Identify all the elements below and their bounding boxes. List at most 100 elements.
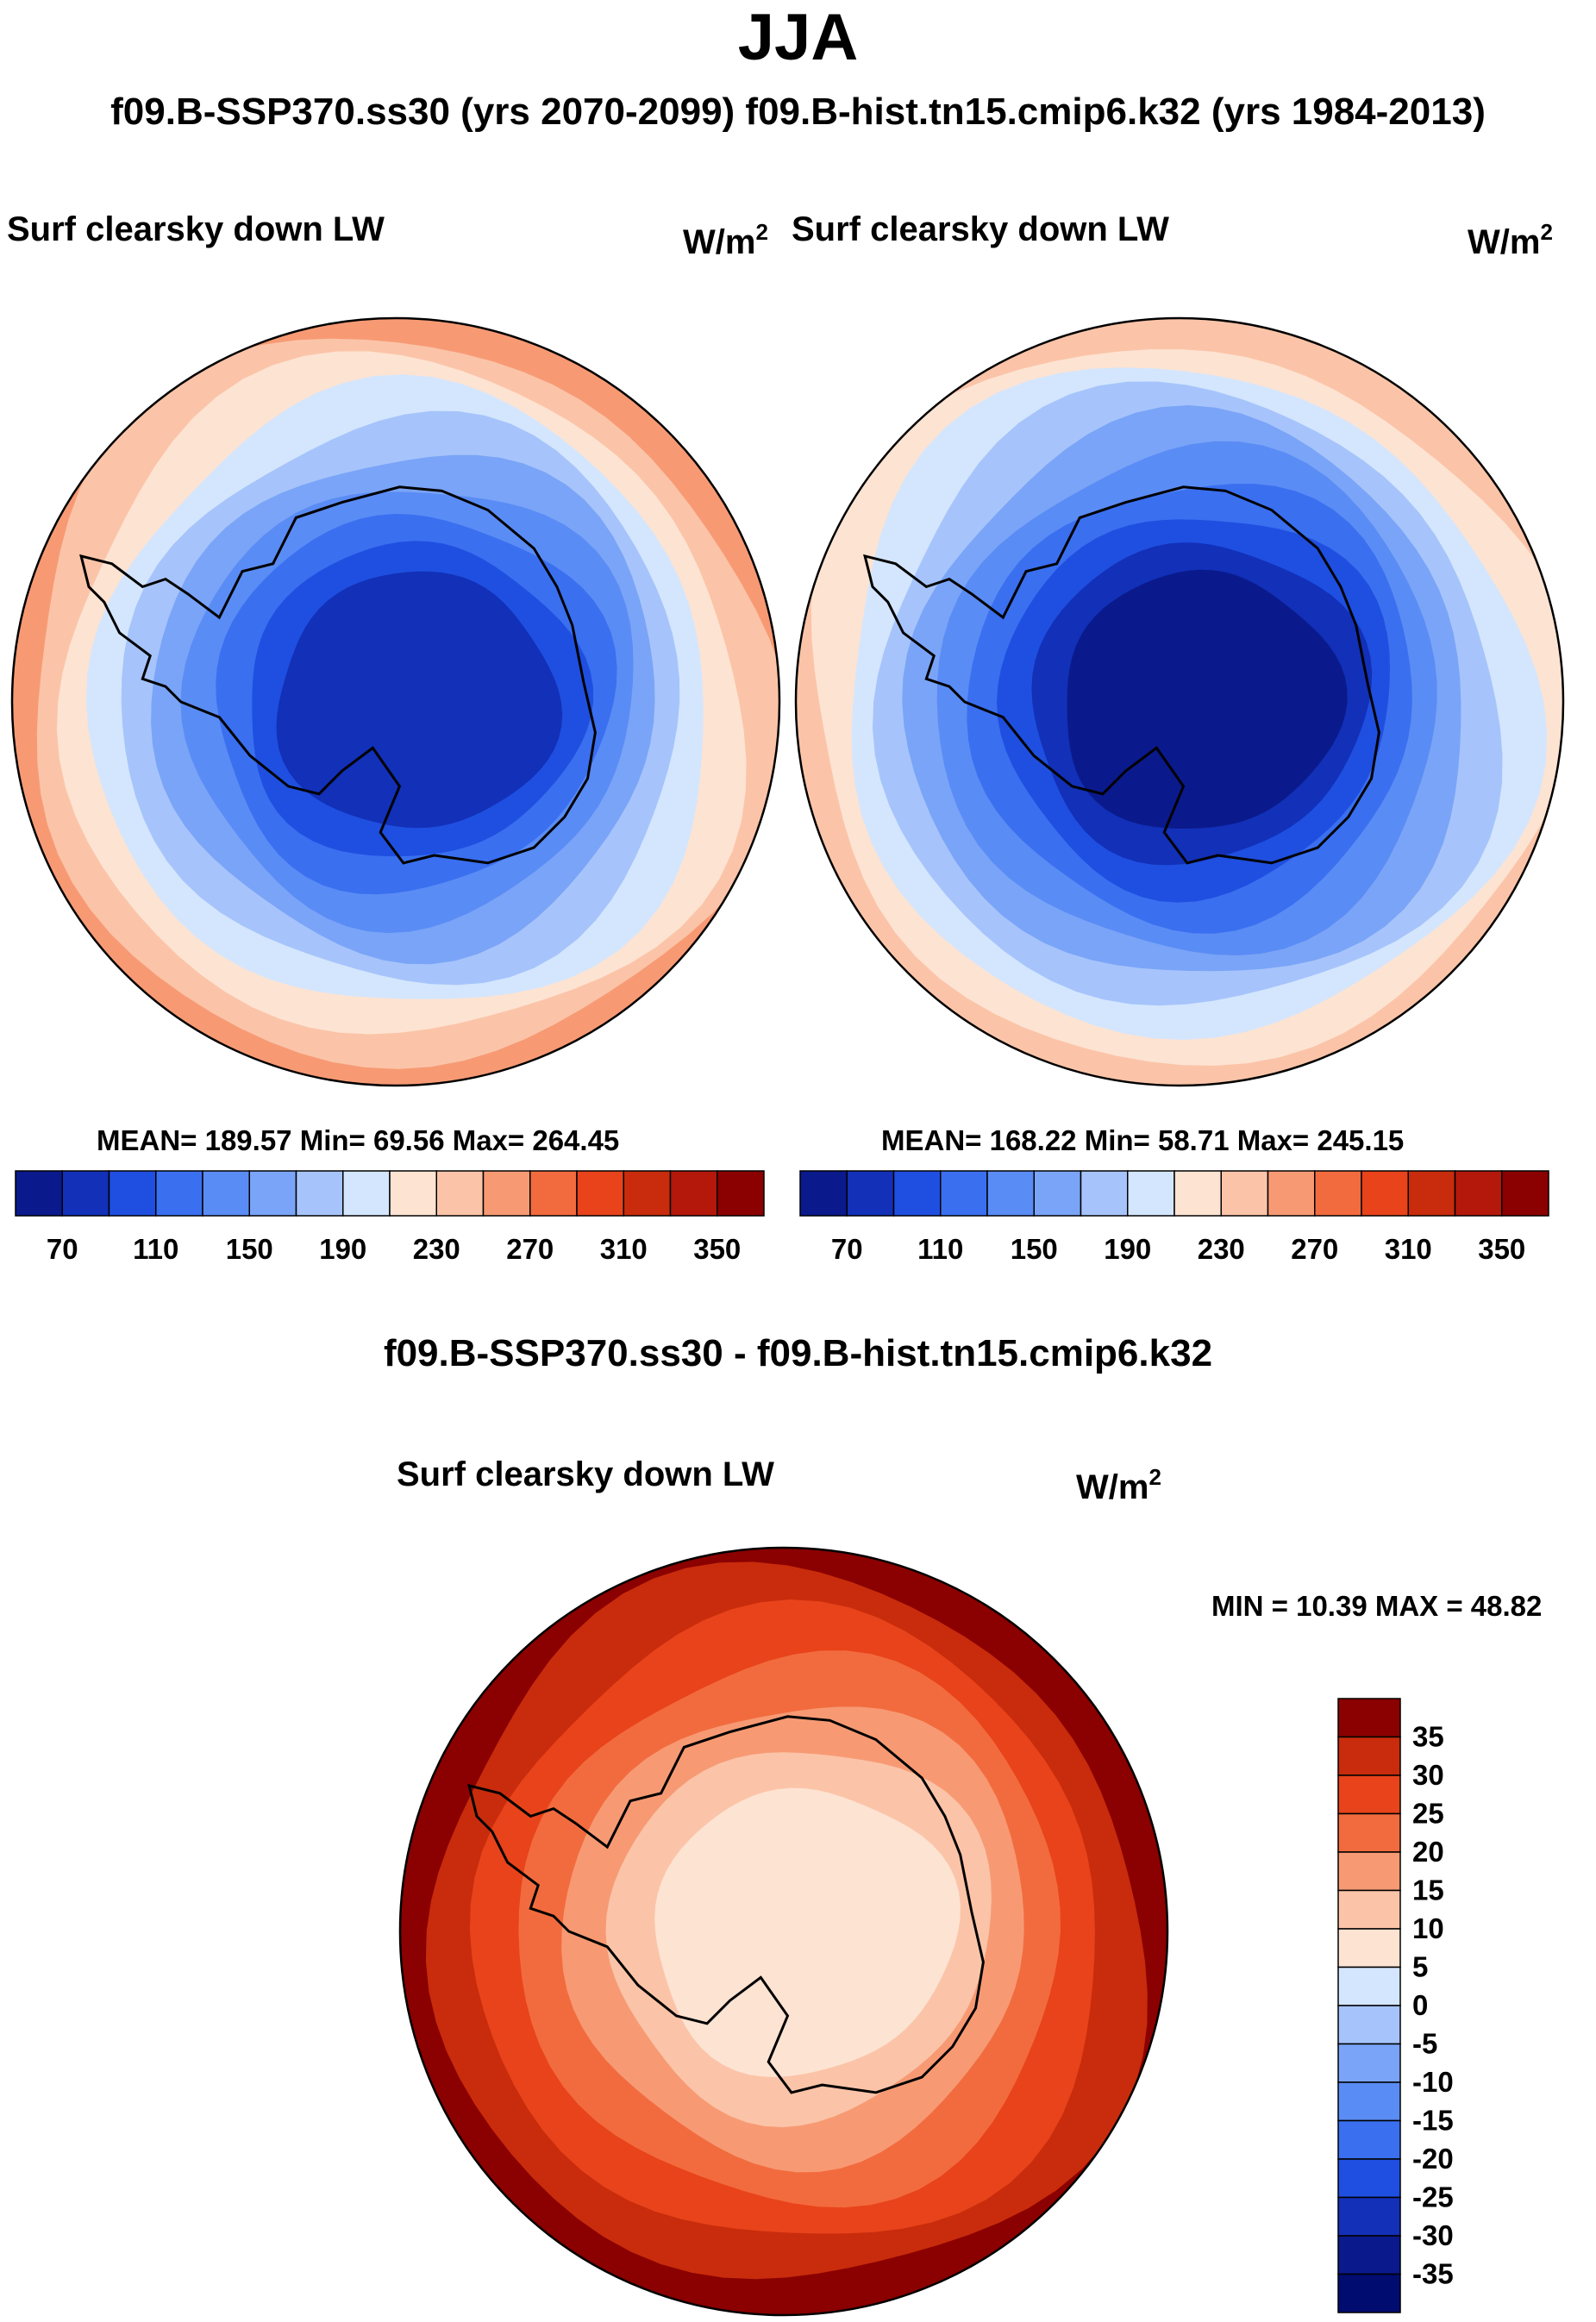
diff-colorbar-box-7 xyxy=(1337,1966,1401,2006)
left-colorbar-box-5 xyxy=(248,1170,297,1217)
left-panel-units: W/m2 xyxy=(683,219,768,261)
left-colorbar-box-14 xyxy=(669,1170,718,1217)
left-tick-label: 110 xyxy=(133,1233,178,1265)
diff-colorbar-box-8 xyxy=(1337,2005,1401,2045)
diff-colorbar-box-6 xyxy=(1337,1928,1401,1968)
diff-panel-units: W/m2 xyxy=(1076,1464,1161,1506)
case-subtitle: f09.B-SSP370.ss30 (yrs 2070-2099) f09.B-… xyxy=(110,91,1486,133)
difference-subtitle: f09.B-SSP370.ss30 - f09.B-hist.tn15.cmip… xyxy=(383,1332,1213,1374)
left-map-border xyxy=(10,316,781,1087)
right-tick-label: 110 xyxy=(917,1233,963,1265)
left-colorbar-box-0 xyxy=(15,1170,63,1217)
diff-colorbar-box-12 xyxy=(1337,2158,1401,2199)
left-band-0 xyxy=(276,571,563,829)
left-tick-label: 310 xyxy=(600,1233,648,1265)
right-colorbar-box-3 xyxy=(940,1170,988,1217)
right-continent-outline xyxy=(863,485,1380,865)
right-panel-stats: MEAN= 168.22 Min= 58.71 Max= 245.15 xyxy=(881,1124,1405,1156)
left-contour-fill xyxy=(12,318,779,1086)
left-colorbar-box-9 xyxy=(435,1170,485,1217)
right-tick-label: 150 xyxy=(1011,1233,1058,1265)
diff-contour-fill xyxy=(400,1548,1167,2315)
diff-tick-label: 20 xyxy=(1412,1836,1444,1868)
diff-tick-label: -20 xyxy=(1412,2143,1454,2175)
left-colorbar-box-3 xyxy=(155,1170,203,1217)
left-colorbar-box-4 xyxy=(202,1170,250,1217)
diff-continent-outline xyxy=(467,1715,985,2094)
right-colorbar: 70 110 150 190 230 270 310 350 xyxy=(799,1170,1549,1265)
left-colorbar-box-12 xyxy=(576,1170,624,1217)
left-colorbar-box-6 xyxy=(295,1170,344,1217)
left-continent-outline xyxy=(79,485,597,865)
right-colorbar-box-9 xyxy=(1220,1170,1269,1217)
right-panel-units: W/m2 xyxy=(1468,219,1553,261)
left-map-group xyxy=(10,316,781,1087)
diff-panel-title: Surf clearsky down LW xyxy=(397,1455,774,1493)
right-tick-label: 310 xyxy=(1385,1233,1432,1265)
diff-tick-label: 25 xyxy=(1412,1798,1444,1830)
diff-map-border xyxy=(398,1546,1169,2317)
diff-colorbar: 35 30 25 20 15 10 5 0 -5 -10 -15 -20 -25 -30 -35 xyxy=(1337,1698,1454,2313)
left-colorbar-box-1 xyxy=(61,1170,110,1217)
right-colorbar-box-12 xyxy=(1361,1170,1409,1217)
left-tick-label: 190 xyxy=(319,1233,366,1265)
left-tick-label: 150 xyxy=(226,1233,273,1265)
diff-tick-label: 0 xyxy=(1412,1989,1428,2021)
right-tick-label: 230 xyxy=(1198,1233,1245,1265)
right-map-border xyxy=(794,316,1565,1087)
diff-band-0 xyxy=(654,1787,961,2077)
right-tick-label: 190 xyxy=(1104,1233,1151,1265)
main-title: JJA xyxy=(737,1,859,74)
left-panel-stats: MEAN= 189.57 Min= 69.56 Max= 264.45 xyxy=(97,1124,620,1156)
diff-colorbar-box-11 xyxy=(1337,2119,1401,2160)
right-colorbar-box-0 xyxy=(799,1170,848,1217)
right-tick-label: 350 xyxy=(1478,1233,1525,1265)
right-colorbar-box-1 xyxy=(846,1170,895,1217)
left-tick-label: 230 xyxy=(413,1233,460,1265)
diff-tick-label: 15 xyxy=(1412,1874,1444,1906)
left-colorbar-box-8 xyxy=(389,1170,437,1217)
right-map-group xyxy=(794,316,1565,1087)
diff-tick-label: 10 xyxy=(1412,1912,1444,1944)
right-colorbar-box-14 xyxy=(1454,1170,1503,1217)
left-colorbar-box-15 xyxy=(717,1170,765,1217)
diff-colorbar-box-0 xyxy=(1337,1698,1401,1738)
right-colorbar-box-7 xyxy=(1127,1170,1175,1217)
diff-tick-label: -35 xyxy=(1412,2258,1454,2290)
diff-colorbar-box-14 xyxy=(1337,2235,1401,2275)
diff-tick-label: -15 xyxy=(1412,2105,1454,2137)
diff-tick-label: -30 xyxy=(1412,2219,1454,2251)
right-tick-label: 270 xyxy=(1291,1233,1338,1265)
right-colorbar-box-8 xyxy=(1174,1170,1222,1217)
diff-colorbar-box-13 xyxy=(1337,2196,1401,2237)
diff-colorbar-box-9 xyxy=(1337,2043,1401,2083)
diff-colorbar-box-3 xyxy=(1337,1812,1401,1853)
left-colorbar: 70 110 150 190 230 270 310 350 xyxy=(15,1170,765,1265)
diff-tick-label: 5 xyxy=(1412,1951,1428,1983)
left-colorbar-box-2 xyxy=(108,1170,157,1217)
right-contour-fill xyxy=(796,318,1563,1086)
right-colorbar-box-5 xyxy=(1033,1170,1082,1217)
right-colorbar-box-10 xyxy=(1267,1170,1316,1217)
left-colorbar-box-7 xyxy=(342,1170,391,1217)
diff-colorbar-box-2 xyxy=(1337,1774,1401,1815)
right-panel-title: Surf clearsky down LW xyxy=(792,210,1169,248)
diff-tick-label: -25 xyxy=(1412,2181,1454,2213)
left-colorbar-box-11 xyxy=(529,1170,578,1217)
diff-tick-label: 35 xyxy=(1412,1721,1444,1753)
right-colorbar-box-15 xyxy=(1501,1170,1549,1217)
left-colorbar-box-13 xyxy=(623,1170,672,1217)
left-colorbar-box-10 xyxy=(482,1170,531,1217)
right-colorbar-box-2 xyxy=(892,1170,942,1217)
diff-tick-label: -10 xyxy=(1412,2066,1454,2098)
right-colorbar-box-6 xyxy=(1080,1170,1129,1217)
diff-panel-stats: MIN = 10.39 MAX = 48.82 xyxy=(1211,1590,1543,1622)
diff-colorbar-box-4 xyxy=(1337,1851,1401,1892)
left-tick-label: 270 xyxy=(506,1233,554,1265)
right-tick-label: 70 xyxy=(831,1233,863,1265)
diff-tick-label: -5 xyxy=(1412,2028,1437,2060)
diff-colorbar-box-15 xyxy=(1337,2273,1401,2313)
diff-colorbar-box-1 xyxy=(1337,1736,1401,1776)
diff-colorbar-box-10 xyxy=(1337,2081,1401,2122)
